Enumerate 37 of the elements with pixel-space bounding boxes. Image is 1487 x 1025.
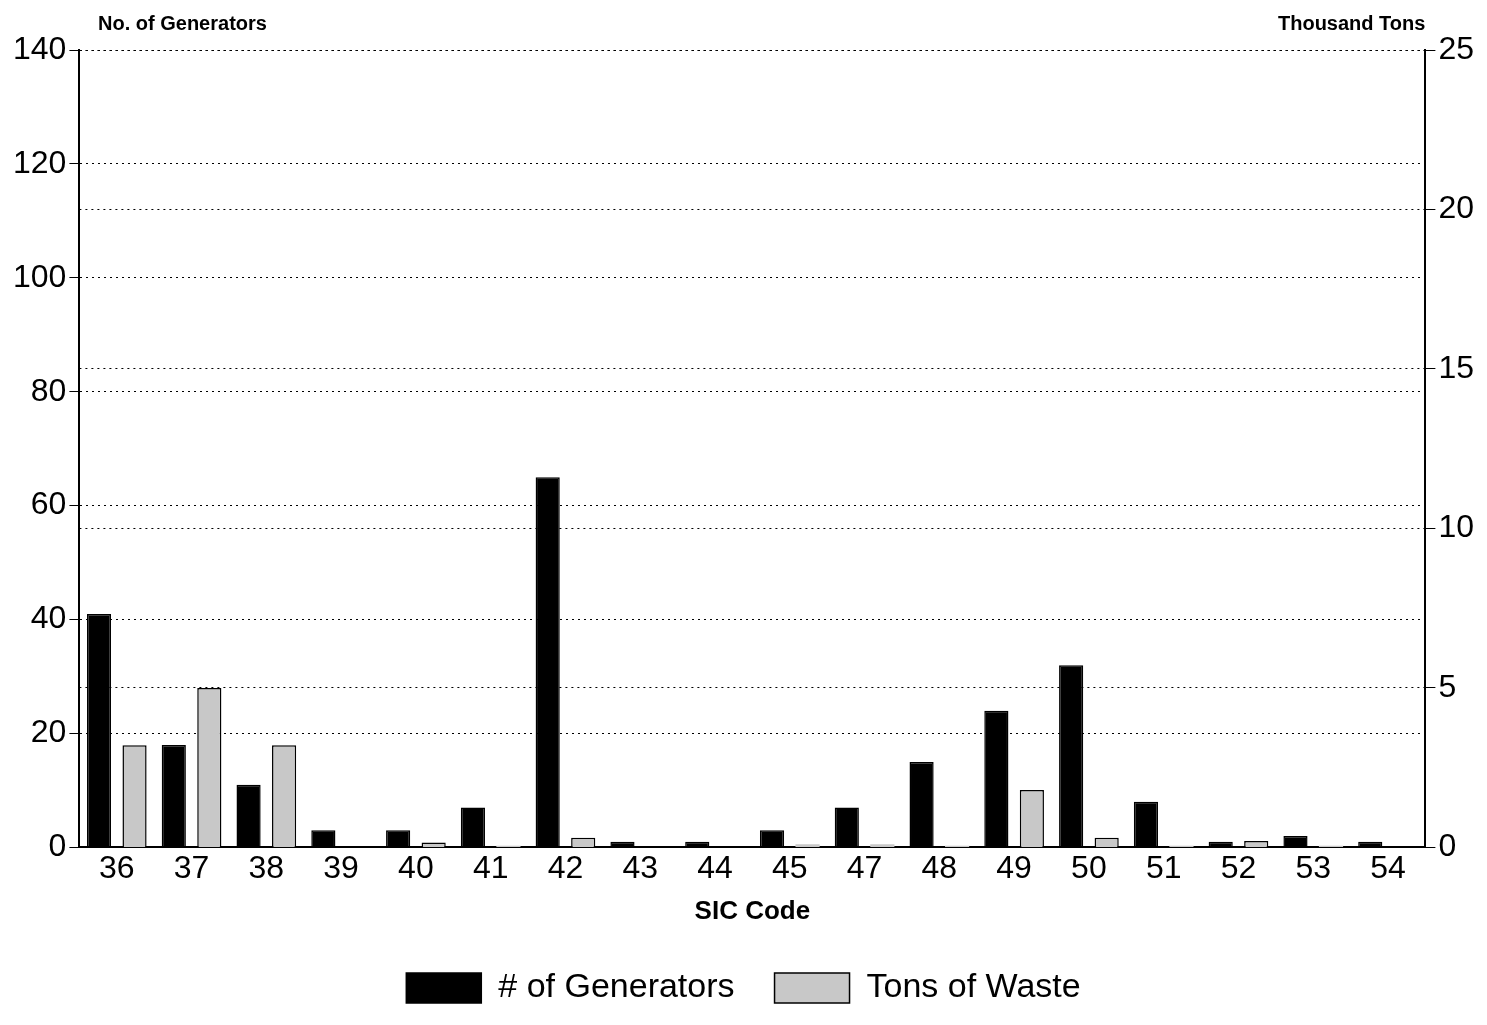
x-tick-label: 48 [921,849,958,886]
y-tick-label: 100 [13,257,67,294]
x-tick-label: 43 [622,849,659,886]
y2-tick-label: 15 [1438,348,1474,385]
x-tick-label: 50 [1071,849,1107,886]
y-axis-title: No. of Generators [98,11,267,34]
y-tick-label: 0 [48,827,67,864]
y2-tick-label: 20 [1438,189,1474,226]
x-tick-label: 54 [1370,849,1406,886]
y-tick-label: 80 [30,371,67,408]
x-tick-label: 38 [248,849,285,886]
x-tick-label: 39 [323,849,359,886]
x-tick-label: 40 [398,849,434,886]
x-tick-label: 37 [173,849,210,886]
y-tick-label: 40 [30,599,67,636]
x-tick-label: 36 [98,849,135,886]
y2-tick-label: 0 [1438,827,1457,864]
x-tick-label: 53 [1295,849,1332,886]
y2-axis-title: Thousand Tons [1278,11,1426,34]
y2-tick-label: 25 [1438,29,1474,66]
y-tick-label: 60 [30,485,67,522]
x-tick-label: 41 [472,849,509,886]
legend-label: Tons of Waste [866,966,1081,1005]
x-tick-label: 51 [1145,849,1182,886]
x-axis-title: SIC Code [694,894,811,925]
x-tick-label: 47 [846,849,883,886]
legend-label: # of Generators [498,966,735,1005]
x-tick-label: 52 [1220,849,1257,886]
y-tick-label: 120 [13,143,67,180]
y-tick-label: 140 [13,29,67,66]
x-tick-label: 42 [547,849,584,886]
x-tick-label: 49 [996,849,1032,886]
y-tick-label: 20 [30,713,67,750]
x-tick-label: 44 [697,849,733,886]
y2-tick-label: 10 [1438,508,1474,545]
x-tick-label: 45 [771,849,808,886]
y2-tick-label: 5 [1438,667,1457,704]
